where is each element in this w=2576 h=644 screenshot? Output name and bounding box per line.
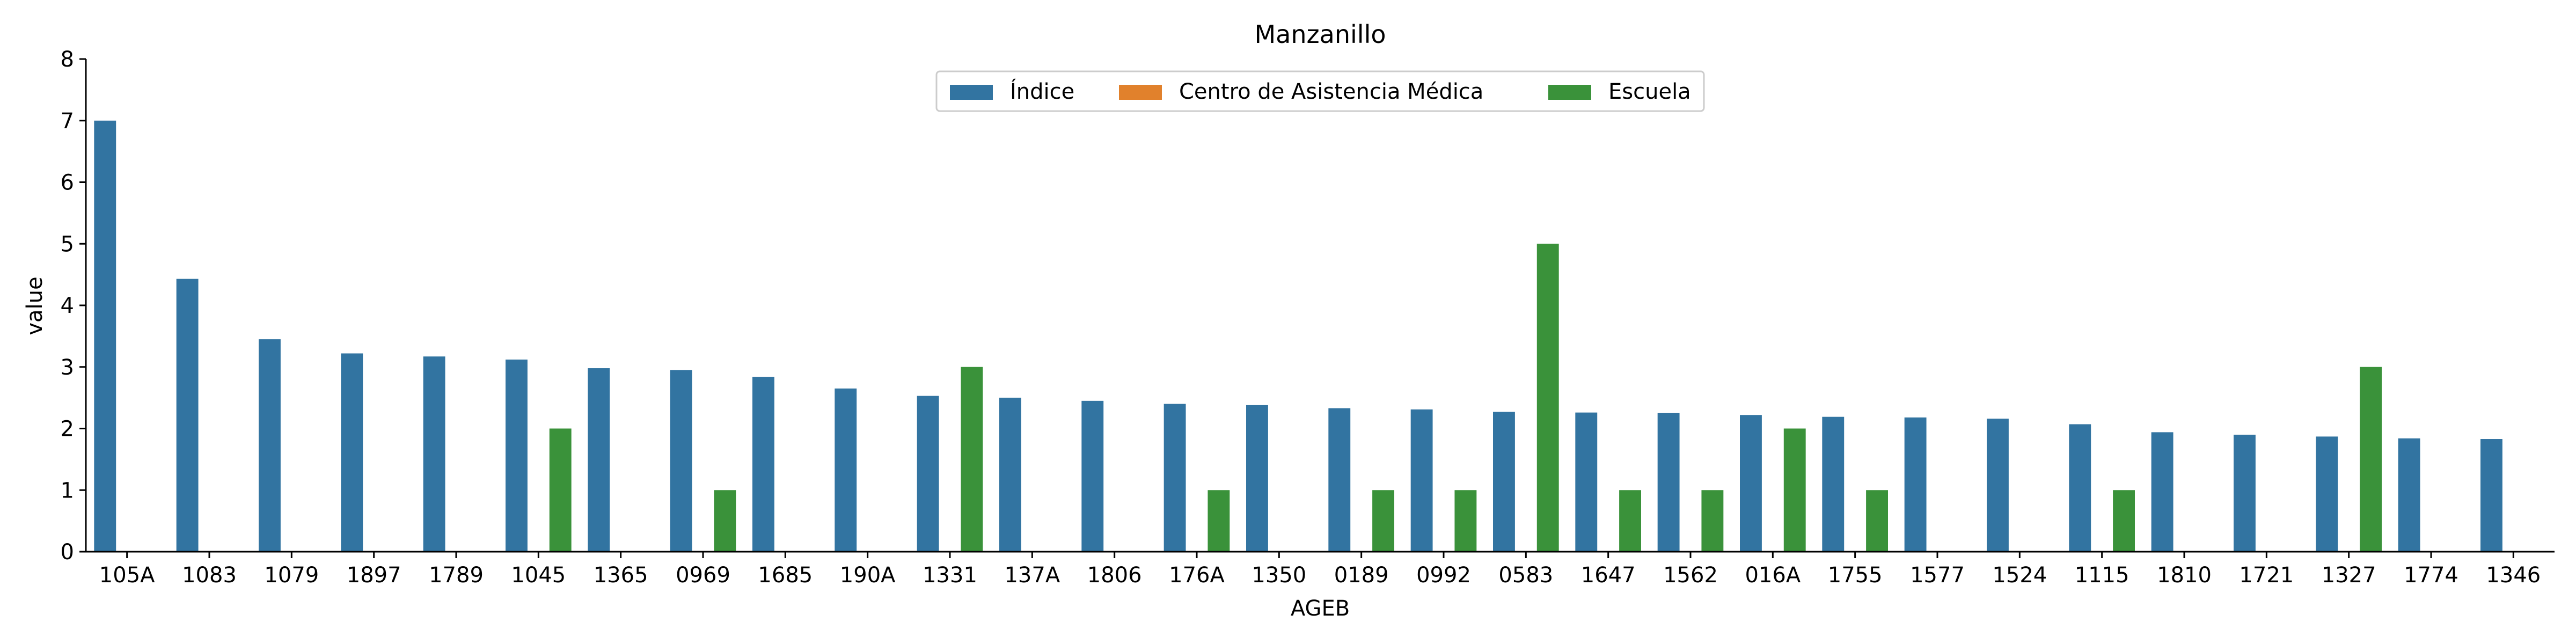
x-tick-label: 105A bbox=[99, 563, 155, 588]
bar-0-1350 bbox=[1246, 405, 1268, 552]
x-tick-label: 1524 bbox=[1992, 563, 2047, 588]
x-tick-label: 0189 bbox=[1334, 563, 1389, 588]
legend-swatch-1 bbox=[1119, 85, 1162, 100]
y-axis-label: value bbox=[23, 276, 47, 335]
bar-0-0583 bbox=[1493, 412, 1515, 552]
bar-0-137A bbox=[999, 398, 1021, 552]
x-tick-label: 0992 bbox=[1416, 563, 1471, 588]
x-tick-label: 1083 bbox=[182, 563, 237, 588]
bar-2-1647 bbox=[1619, 490, 1641, 552]
bar-0-1789 bbox=[423, 356, 445, 552]
bar-2-1331 bbox=[961, 367, 983, 552]
x-tick-label: 1346 bbox=[2486, 563, 2541, 588]
bar-0-1721 bbox=[2234, 434, 2256, 552]
bar-2-176A bbox=[1208, 490, 1230, 552]
y-tick-label: 5 bbox=[61, 232, 74, 257]
bar-2-0969 bbox=[714, 490, 736, 552]
bar-0-1806 bbox=[1081, 400, 1104, 552]
bar-0-1115 bbox=[2069, 424, 2091, 552]
bar-0-1524 bbox=[1987, 419, 2009, 552]
x-axis-label: AGEB bbox=[1291, 596, 1350, 621]
y-tick-label: 3 bbox=[61, 355, 74, 380]
x-tick-label: 1327 bbox=[2322, 563, 2376, 588]
bar-2-1327 bbox=[2360, 367, 2382, 552]
chart-title: Manzanillo bbox=[1254, 20, 1386, 49]
bar-0-1083 bbox=[176, 279, 199, 552]
legend-label-0: Índice bbox=[1010, 78, 1074, 104]
y-tick-label: 1 bbox=[61, 478, 74, 503]
bar-0-1577 bbox=[1904, 417, 1927, 552]
bars-layer bbox=[94, 120, 2502, 552]
y-tick-label: 4 bbox=[61, 294, 74, 318]
bar-0-176A bbox=[1163, 404, 1186, 552]
x-axis: 105A 1083 1079 1897 1789 1045 1365 0969 1685 190A… bbox=[86, 551, 2555, 588]
bar-0-1810 bbox=[2151, 432, 2174, 552]
bar-0-105A bbox=[94, 120, 116, 552]
bar-2-016A bbox=[1783, 428, 1806, 552]
bar-0-0189 bbox=[1328, 408, 1351, 552]
x-tick-label: 1045 bbox=[511, 563, 566, 588]
x-tick-label: 1897 bbox=[347, 563, 401, 588]
x-tick-label: 1079 bbox=[264, 563, 319, 588]
x-tick-label: 1774 bbox=[2404, 563, 2458, 588]
y-axis: 0 1 2 3 4 5 6 7 8 bbox=[61, 47, 87, 565]
x-tick-label: 1685 bbox=[758, 563, 813, 588]
bar-0-190A bbox=[835, 388, 857, 552]
bar-0-1346 bbox=[2480, 439, 2502, 552]
bar-0-1562 bbox=[1657, 413, 1680, 552]
bar-0-1045 bbox=[506, 359, 528, 552]
x-tick-label: 0583 bbox=[1498, 563, 1553, 588]
legend-label-1: Centro de Asistencia Médica bbox=[1179, 79, 1483, 104]
x-tick-label: 1331 bbox=[923, 563, 977, 588]
y-tick-label: 2 bbox=[61, 417, 74, 442]
bar-0-1774 bbox=[2398, 438, 2420, 552]
x-tick-label: 016A bbox=[1745, 563, 1801, 588]
bar-0-1897 bbox=[341, 353, 363, 552]
bar-0-1327 bbox=[2316, 436, 2338, 552]
legend-swatch-0 bbox=[950, 85, 993, 100]
x-tick-label: 1806 bbox=[1087, 563, 1142, 588]
x-tick-label: 1365 bbox=[594, 563, 648, 588]
legend: Índice Centro de Asistencia Médica Escuela bbox=[935, 70, 1705, 112]
bar-2-0992 bbox=[1454, 490, 1477, 552]
x-tick-label: 1810 bbox=[2157, 563, 2212, 588]
y-tick-label: 8 bbox=[61, 47, 74, 72]
bar-0-1365 bbox=[588, 368, 610, 552]
bar-2-1755 bbox=[1866, 490, 1888, 552]
bar-2-0583 bbox=[1536, 244, 1559, 552]
x-tick-label: 1647 bbox=[1581, 563, 1636, 588]
bar-0-0969 bbox=[670, 370, 692, 552]
bar-0-016A bbox=[1740, 415, 1762, 552]
bar-2-1115 bbox=[2113, 490, 2135, 552]
legend-swatch-2 bbox=[1548, 85, 1591, 100]
x-tick-label: 137A bbox=[1004, 563, 1060, 588]
y-tick-label: 0 bbox=[61, 540, 74, 565]
bar-0-1755 bbox=[1822, 416, 1845, 552]
x-tick-label: 1562 bbox=[1663, 563, 1718, 588]
bar-2-0189 bbox=[1372, 490, 1394, 552]
legend-label-2: Escuela bbox=[1608, 79, 1691, 104]
bar-0-1331 bbox=[917, 396, 939, 552]
x-tick-label: 1115 bbox=[2075, 563, 2129, 588]
bar-0-1079 bbox=[259, 339, 281, 552]
bar-0-1685 bbox=[752, 377, 774, 552]
x-tick-label: 1721 bbox=[2239, 563, 2294, 588]
x-tick-label: 1577 bbox=[1910, 563, 1965, 588]
x-tick-label: 190A bbox=[840, 563, 896, 588]
bar-2-1045 bbox=[549, 428, 572, 552]
x-tick-label: 1350 bbox=[1252, 563, 1306, 588]
bar-0-0992 bbox=[1410, 409, 1433, 552]
bar-0-1647 bbox=[1575, 412, 1598, 552]
x-tick-label: 1789 bbox=[429, 563, 484, 588]
legend-frame bbox=[935, 70, 1705, 112]
y-tick-label: 7 bbox=[61, 109, 74, 134]
y-tick-label: 6 bbox=[61, 171, 74, 195]
x-tick-label: 176A bbox=[1169, 563, 1225, 588]
bar-2-1562 bbox=[1701, 490, 1724, 552]
x-tick-label: 1755 bbox=[1828, 563, 1883, 588]
x-tick-label: 0969 bbox=[676, 563, 730, 588]
